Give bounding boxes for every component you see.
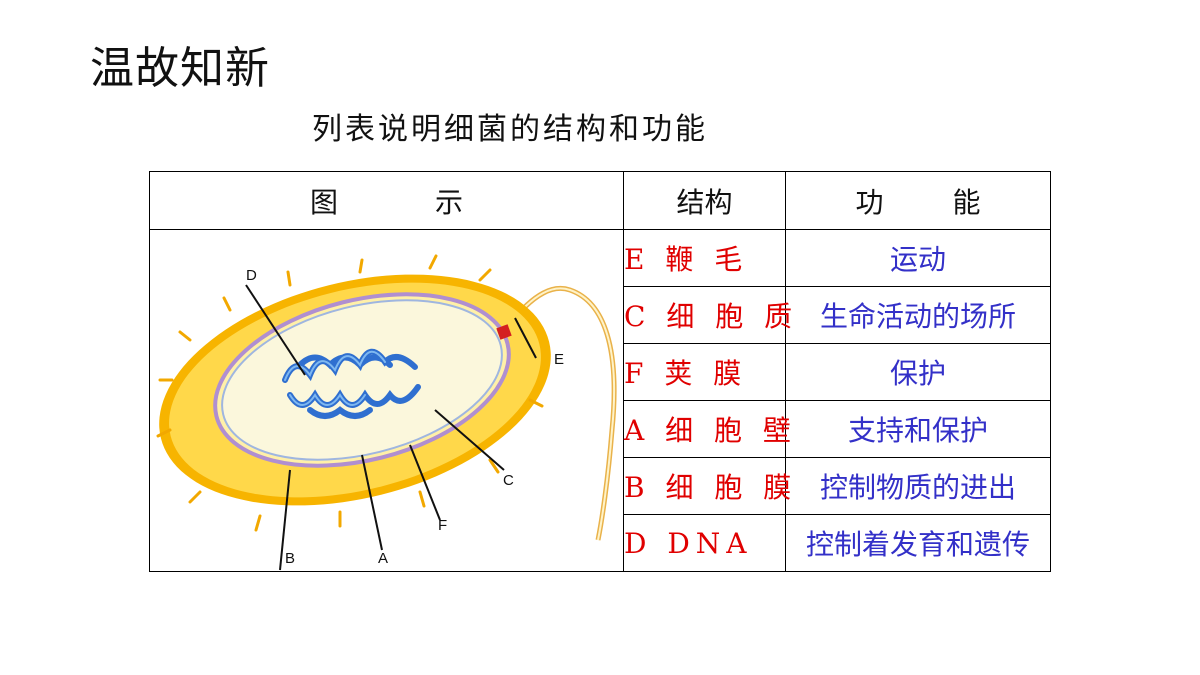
bacteria-structure-table: 图 示 结构 功 能 [149, 171, 1051, 572]
table-row: D E C F A B E 鞭 毛 运动 [149, 229, 1051, 572]
label-e: E [554, 351, 564, 368]
bacteria-diagram: D E C F A B [156, 254, 617, 571]
subtitle: 列表说明细菌的结构和功能 [312, 112, 708, 147]
dna-highlight [284, 350, 386, 406]
structure-cell: C 细 胞 质 [623, 286, 792, 344]
flagellum-base [496, 324, 512, 340]
capsule-fimbriae [156, 254, 544, 532]
cell-membrane [221, 299, 503, 461]
label-d: D [246, 267, 257, 284]
bacteria-diagram-cell: D E C F A B [149, 229, 624, 572]
label-c: C [503, 472, 514, 489]
structure-cell: B 细 胞 膜 [623, 457, 791, 515]
function-cell: 控制着发育和遗传 [785, 514, 1051, 572]
label-a: A [378, 550, 388, 567]
table-row: B 细 胞 膜 控制物质的进出 [150, 457, 1051, 515]
function-cell: 生命活动的场所 [785, 286, 1051, 344]
flagellum-highlight [504, 287, 616, 541]
table-row: A 细 胞 壁 支持和保护 [150, 400, 1051, 458]
label-f: F [438, 517, 447, 534]
function-cell: 保护 [785, 343, 1051, 401]
function-cell: 控制物质的进出 [785, 457, 1051, 515]
function-cell: 支持和保护 [785, 400, 1051, 458]
header-function: 功 能 [785, 171, 1051, 230]
structure-cell: D DNA [623, 514, 786, 572]
structure-cell: A 细 胞 壁 [623, 400, 791, 458]
table-row: F 荚 膜 保护 [150, 343, 1051, 401]
slide-title: 温故知新 [90, 43, 270, 94]
label-b: B [285, 550, 295, 567]
function-cell: 运动 [785, 229, 1051, 287]
table-row: D DNA 控制着发育和遗传 [150, 514, 1051, 572]
table-header-row: 图 示 结构 功 能 [149, 171, 1051, 230]
table-row: C 细 胞 质 生命活动的场所 [150, 286, 1051, 344]
structure-cell: E 鞭 毛 [623, 229, 786, 287]
structure-cell: F 荚 膜 [623, 343, 786, 401]
leader-lines [245, 284, 537, 571]
header-diagram: 图 示 [149, 171, 624, 230]
header-structure: 结构 [623, 171, 786, 230]
